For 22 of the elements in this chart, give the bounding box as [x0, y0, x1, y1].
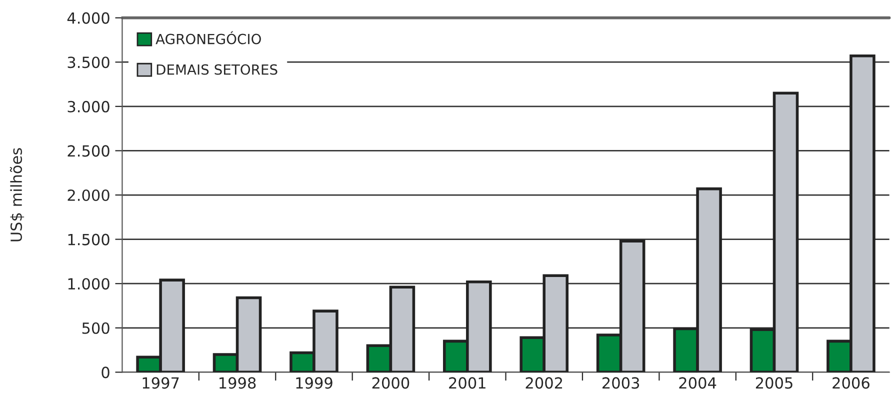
y-tick-label: 4.000 [67, 12, 110, 24]
legend-label: DEMAIS SETORES [156, 64, 278, 75]
y-tick-label: 0 [102, 366, 110, 378]
x-tick-label: 2005 [756, 377, 792, 389]
x-tick-label: 2001 [449, 377, 486, 389]
y-tick-label: 3.500 [68, 56, 110, 68]
x-tick-label: 1998 [220, 377, 256, 389]
x-tick-label: 2004 [679, 377, 716, 389]
x-tick-label: 2006 [832, 377, 870, 389]
x-tick-label: 1997 [142, 377, 179, 389]
x-tick-label: 1999 [296, 377, 332, 389]
x-tick-label: 2003 [602, 377, 640, 389]
y-tick-label: 1.500 [68, 234, 110, 246]
x-tick-label: 2002 [526, 377, 562, 389]
y-tick-label: 1.000 [68, 278, 110, 290]
y-axis-title: US$ milhões [10, 148, 24, 242]
x-tick-label: 2000 [372, 377, 410, 389]
y-tick-label: 3.000 [68, 100, 110, 112]
y-tick-label: 2.000 [68, 189, 110, 202]
y-tick-label: 500 [82, 322, 110, 334]
y-tick-label: 2.500 [68, 145, 110, 157]
legend-label: AGRONEGÓCIO [156, 31, 261, 44]
